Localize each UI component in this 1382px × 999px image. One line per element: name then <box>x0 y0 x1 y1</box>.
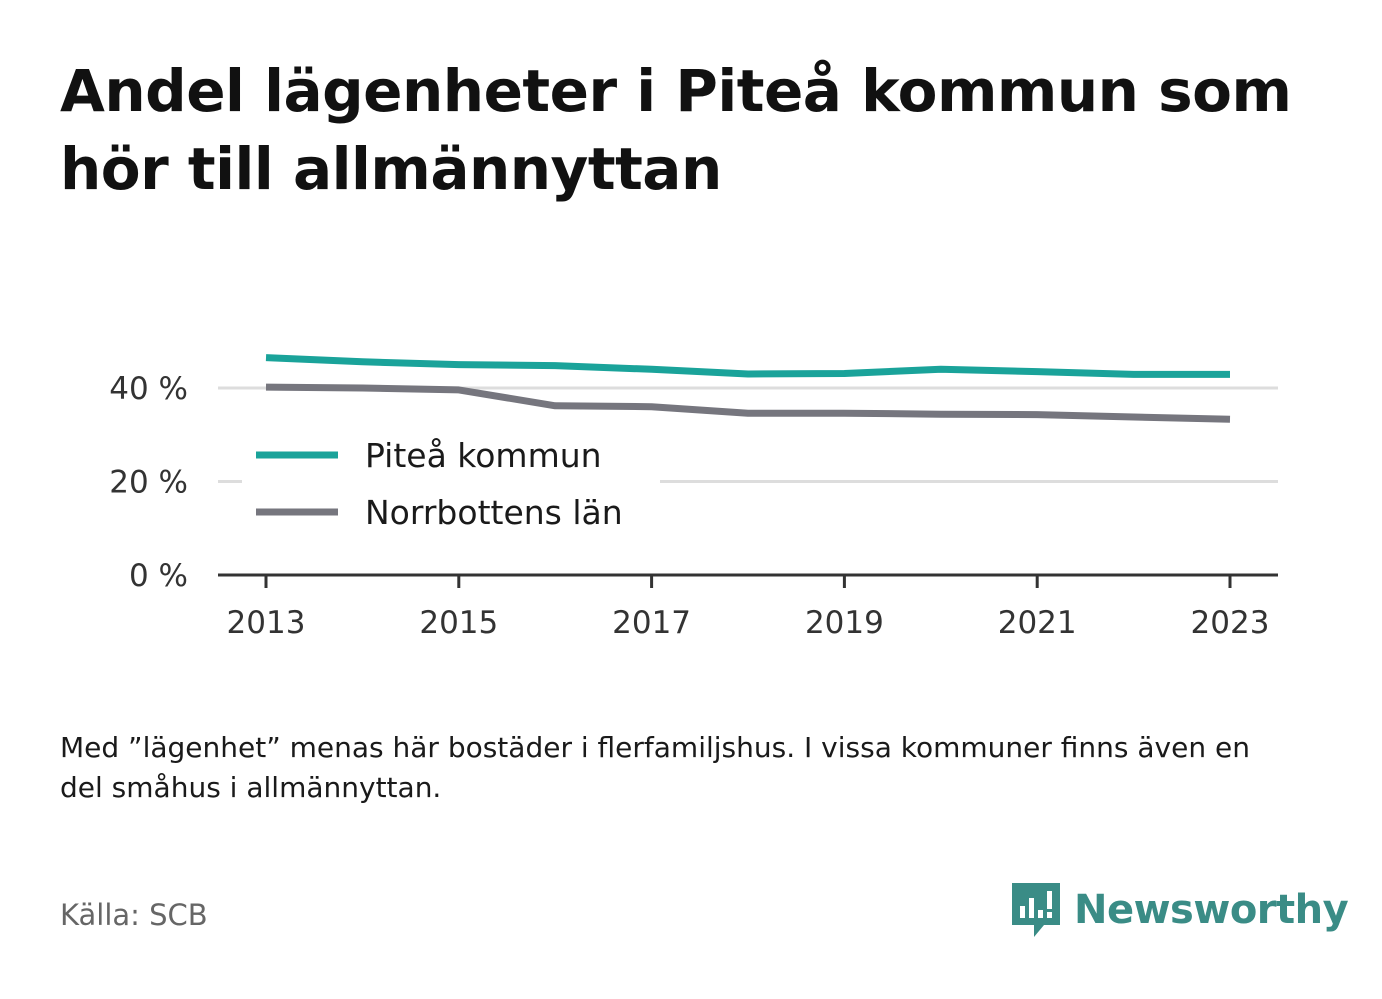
y-tick-label: 20 % <box>109 465 188 501</box>
x-tick-label: 2015 <box>419 605 498 641</box>
legend-label-pitea: Piteå kommun <box>365 436 602 475</box>
x-tick-label: 2013 <box>227 605 306 641</box>
series-line-norrbotten <box>265 383 1231 423</box>
newsworthy-logo-icon <box>1012 883 1060 937</box>
y-tick-label: 40 % <box>109 371 188 407</box>
footnote: Med ”lägenhet” menas här bostäder i fler… <box>60 731 1250 804</box>
legend-label-norrbotten: Norrbottens län <box>365 493 623 532</box>
series-line-pitea <box>265 354 1230 378</box>
chart-title: Andel lägenheter i Piteå kommun som hör … <box>60 57 1292 203</box>
x-tick-label: 2019 <box>805 605 884 641</box>
brand-name: Newsworthy <box>1074 887 1349 933</box>
source-label: Källa: SCB <box>60 898 208 932</box>
x-tick-label: 2021 <box>998 605 1077 641</box>
x-tick-label: 2023 <box>1191 605 1270 641</box>
legend: Piteå kommun Norrbottens län <box>242 425 660 545</box>
x-tick-label: 2017 <box>612 605 691 641</box>
y-axis-ticks: 0 % 20 % 40 % <box>109 371 188 594</box>
series-lines <box>265 354 1231 423</box>
x-axis-ticks: 2013 2015 2017 2019 2021 2023 <box>227 575 1270 641</box>
brand-logo: Newsworthy <box>1010 878 1349 942</box>
y-tick-label: 0 % <box>129 558 188 594</box>
legend-background <box>242 425 660 545</box>
